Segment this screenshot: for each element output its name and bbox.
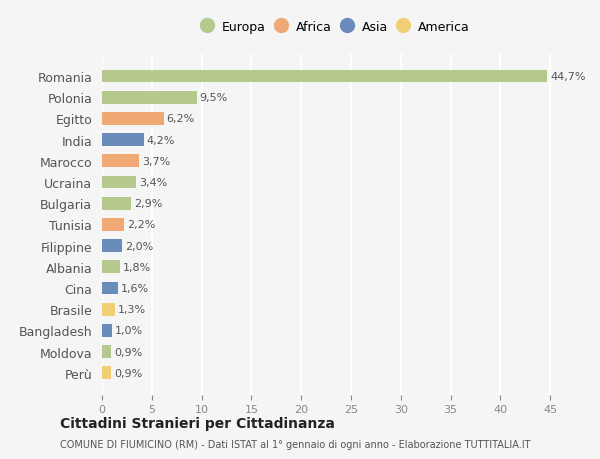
Text: COMUNE DI FIUMICINO (RM) - Dati ISTAT al 1° gennaio di ogni anno - Elaborazione : COMUNE DI FIUMICINO (RM) - Dati ISTAT al… [60, 440, 530, 449]
Bar [102, 261, 120, 274]
Bar [102, 346, 111, 358]
Bar [102, 155, 139, 168]
Text: 3,4%: 3,4% [139, 178, 167, 188]
Text: 0,9%: 0,9% [114, 368, 142, 378]
Text: 9,5%: 9,5% [200, 93, 228, 103]
Bar [102, 176, 136, 189]
Bar [102, 134, 144, 147]
Bar [102, 71, 547, 83]
Text: 4,2%: 4,2% [147, 135, 175, 146]
Bar [102, 367, 111, 379]
Text: 1,8%: 1,8% [123, 262, 151, 272]
Bar [102, 325, 112, 337]
Bar [102, 303, 115, 316]
Text: Cittadini Stranieri per Cittadinanza: Cittadini Stranieri per Cittadinanza [60, 416, 335, 430]
Text: 1,0%: 1,0% [115, 326, 143, 336]
Text: 2,9%: 2,9% [134, 199, 162, 209]
Text: 2,0%: 2,0% [125, 241, 153, 251]
Text: 1,6%: 1,6% [121, 283, 149, 293]
Bar [102, 240, 122, 252]
Legend: Europa, Africa, Asia, America: Europa, Africa, Asia, America [199, 17, 473, 38]
Bar [102, 92, 197, 104]
Text: 44,7%: 44,7% [550, 72, 586, 82]
Text: 0,9%: 0,9% [114, 347, 142, 357]
Text: 2,2%: 2,2% [127, 220, 155, 230]
Text: 3,7%: 3,7% [142, 157, 170, 167]
Bar [102, 113, 164, 125]
Bar [102, 218, 124, 231]
Bar [102, 197, 131, 210]
Text: 6,2%: 6,2% [167, 114, 195, 124]
Text: 1,3%: 1,3% [118, 304, 146, 314]
Bar [102, 282, 118, 295]
